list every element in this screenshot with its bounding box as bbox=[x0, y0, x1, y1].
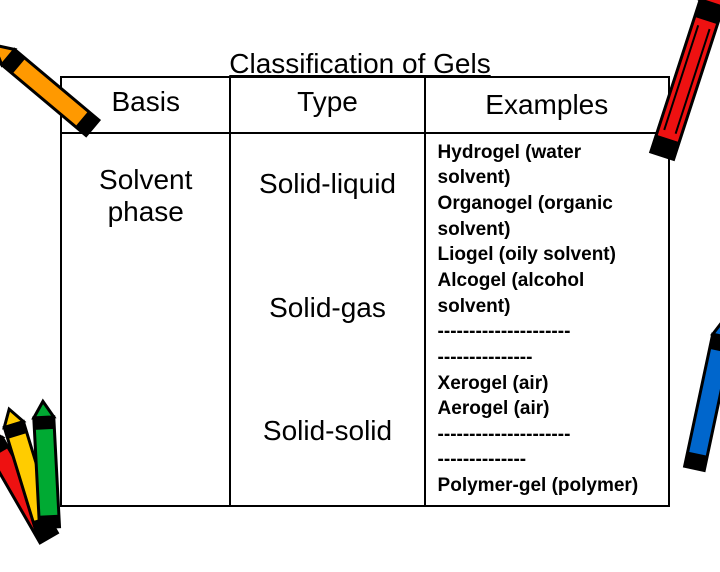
type-1: Solid-gas bbox=[243, 264, 411, 346]
crayon-blue-icon bbox=[678, 309, 720, 482]
basis-value: Solvent phase bbox=[74, 140, 217, 228]
cell-type-1: Solid-gas bbox=[230, 258, 424, 381]
cell-examples: Hydrogel (water solvent) Organogel (orga… bbox=[425, 133, 669, 506]
cell-type-2: Solid-solid bbox=[230, 381, 424, 506]
header-examples: Examples bbox=[425, 77, 669, 133]
table-row: Solvent phase Solid-liquid Hydrogel (wat… bbox=[61, 133, 669, 258]
type-0: Solid-liquid bbox=[243, 140, 411, 222]
cell-type-0: Solid-liquid bbox=[230, 133, 424, 258]
gel-table: Basis Type Examples Solvent phase Solid-… bbox=[60, 76, 670, 507]
type-2: Solid-solid bbox=[243, 387, 411, 469]
examples-block: Hydrogel (water solvent) Organogel (orga… bbox=[438, 140, 656, 499]
header-type: Type bbox=[230, 77, 424, 133]
table-header-row: Basis Type Examples bbox=[61, 77, 669, 133]
